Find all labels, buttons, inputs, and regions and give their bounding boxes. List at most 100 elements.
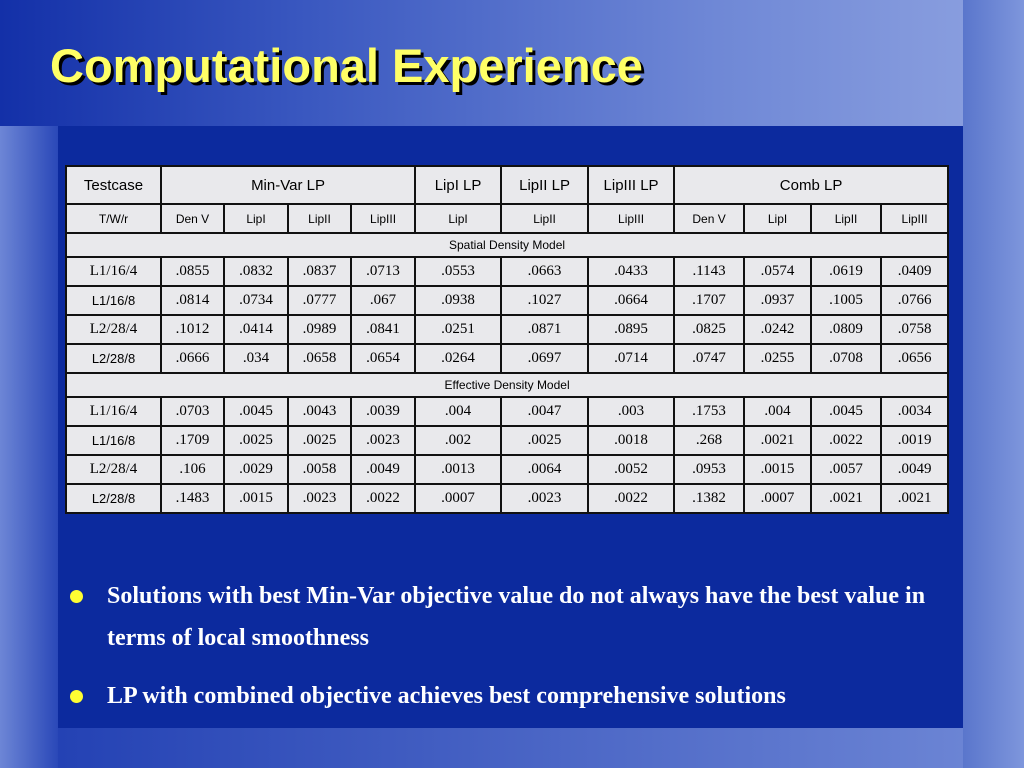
data-cell: .0057 — [810, 454, 883, 485]
data-cell: .1709 — [160, 425, 225, 456]
data-cell: .268 — [673, 425, 746, 456]
subheader-cell: LipII — [500, 203, 590, 234]
data-cell: .0553 — [414, 256, 503, 287]
data-cell: .0045 — [223, 396, 289, 427]
top-band — [0, 0, 1024, 126]
data-row: L1/16/4.0703.0045.0043.0039.004.0047.003… — [65, 396, 950, 427]
data-cell: .0654 — [349, 343, 417, 374]
data-cell: .0034 — [880, 396, 950, 427]
data-cell: .0809 — [810, 314, 883, 345]
left-band — [0, 126, 58, 768]
data-cell: .0023 — [500, 483, 590, 514]
data-cell: .0708 — [810, 343, 883, 374]
data-cell: .1143 — [673, 256, 746, 287]
data-cell: .0953 — [673, 454, 746, 485]
row-label: L2/28/8 — [65, 483, 162, 514]
data-cell: .0825 — [673, 314, 746, 345]
data-cell: .0734 — [223, 285, 289, 316]
data-cell: .0047 — [500, 396, 590, 427]
data-row: L1/16/4.0855.0832.0837.0713.0553.0663.04… — [65, 256, 950, 287]
data-cell: .0666 — [160, 343, 225, 374]
data-cell: .0049 — [880, 454, 950, 485]
row-label: L2/28/4 — [65, 454, 162, 485]
data-cell: .0766 — [880, 285, 950, 316]
data-cell: .0714 — [587, 343, 676, 374]
data-cell: .0663 — [500, 256, 590, 287]
data-cell: .0841 — [349, 314, 417, 345]
bottom-band — [58, 728, 963, 768]
row-label: L1/16/8 — [65, 425, 162, 456]
data-row: L2/28/8.0666.034.0658.0654.0264.0697.071… — [65, 343, 950, 374]
data-cell: .0049 — [349, 454, 417, 485]
data-cell: .0251 — [414, 314, 503, 345]
data-cell: .0021 — [810, 483, 883, 514]
header-cell: LipI LP — [414, 165, 503, 205]
data-cell: .0871 — [500, 314, 590, 345]
data-cell: .1027 — [500, 285, 590, 316]
header-cell: LipII LP — [500, 165, 590, 205]
data-cell: .0777 — [287, 285, 352, 316]
data-cell: .0414 — [223, 314, 289, 345]
data-cell: .0814 — [160, 285, 225, 316]
data-cell: .0664 — [587, 285, 676, 316]
section-row: Effective Density Model — [64, 372, 950, 398]
data-cell: .0022 — [810, 425, 883, 456]
section-row: Spatial Density Model — [64, 232, 950, 258]
data-cell: .0658 — [287, 343, 352, 374]
data-cell: .0255 — [743, 343, 813, 374]
subheader-cell: T/W/r — [65, 203, 162, 234]
data-cell: .067 — [349, 285, 417, 316]
subheader-cell: LipIII — [349, 203, 417, 234]
data-cell: .0064 — [500, 454, 590, 485]
data-cell: .0022 — [587, 483, 676, 514]
row-label: L1/16/4 — [65, 256, 162, 287]
data-cell: .002 — [414, 425, 503, 456]
data-cell: .1005 — [810, 285, 883, 316]
header-row: Testcase Min-Var LP LipI LP LipII LP LipIII … — [65, 165, 950, 205]
data-cell: .0832 — [223, 256, 289, 287]
data-cell: .0039 — [349, 396, 417, 427]
data-cell: .0264 — [414, 343, 503, 374]
data-cell: .0433 — [587, 256, 676, 287]
data-cell: .0023 — [349, 425, 417, 456]
data-cell: .0656 — [880, 343, 950, 374]
data-cell: .0021 — [880, 483, 950, 514]
bullet: Solutions with best Min-Var objective va… — [68, 575, 948, 659]
data-cell: .0007 — [743, 483, 813, 514]
data-cell: .0989 — [287, 314, 352, 345]
data-cell: .004 — [414, 396, 503, 427]
data-cell: .0013 — [414, 454, 503, 485]
header-cell: Comb LP — [673, 165, 950, 205]
data-cell: .0025 — [500, 425, 590, 456]
data-cell: .0007 — [414, 483, 503, 514]
row-label: L2/28/4 — [65, 314, 162, 345]
data-cell: .0895 — [587, 314, 676, 345]
right-band — [963, 0, 1024, 768]
data-cell: .0015 — [743, 454, 813, 485]
subheader-cell: LipIII — [880, 203, 950, 234]
data-cell: .0703 — [160, 396, 225, 427]
data-cell: .0043 — [287, 396, 352, 427]
data-cell: .003 — [587, 396, 676, 427]
row-label: L1/16/8 — [65, 285, 162, 316]
subheader-cell: Den V — [160, 203, 225, 234]
section-label: Effective Density Model — [64, 372, 950, 398]
row-label: L2/28/8 — [65, 343, 162, 374]
data-cell: .0052 — [587, 454, 676, 485]
data-row: L2/28/4.106.0029.0058.0049.0013.0064.005… — [65, 454, 950, 485]
subheader-cell: LipI — [414, 203, 503, 234]
data-cell: .106 — [160, 454, 225, 485]
data-cell: .0697 — [500, 343, 590, 374]
data-cell: .1707 — [673, 285, 746, 316]
data-cell: .0018 — [587, 425, 676, 456]
data-cell: .0747 — [673, 343, 746, 374]
subheader-cell: LipI — [743, 203, 813, 234]
subheader-row: T/W/r Den V LipI LipII LipIII LipI LipII LipIII… — [65, 203, 950, 234]
data-cell: .1012 — [160, 314, 225, 345]
data-cell: .0019 — [880, 425, 950, 456]
bullet: LP with combined objective achieves best… — [68, 675, 948, 717]
data-cell: .0938 — [414, 285, 503, 316]
subheader-cell: Den V — [673, 203, 746, 234]
data-cell: .0058 — [287, 454, 352, 485]
subheader-cell: LipIII — [587, 203, 676, 234]
